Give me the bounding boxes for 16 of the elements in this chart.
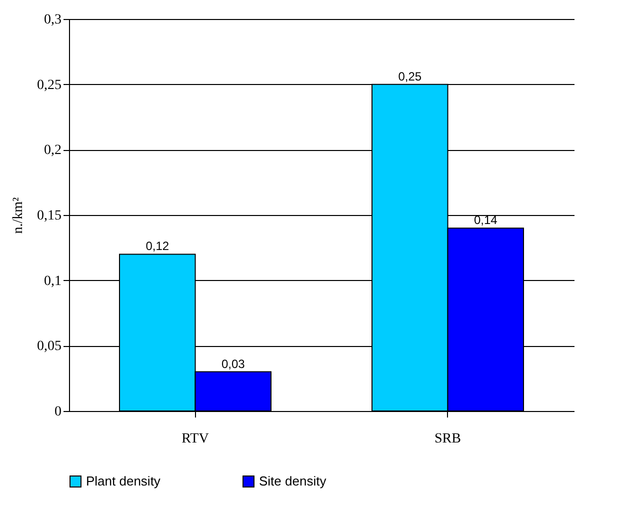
legend-label: Site density — [259, 474, 327, 489]
y-axis-title: n./km² — [11, 197, 26, 234]
y-tick-label: 0,15 — [37, 208, 62, 224]
data-label: 0,12 — [146, 239, 170, 254]
x-tick-label: SRB — [434, 432, 461, 446]
y-tick-label: 0,3 — [44, 12, 62, 28]
data-label: 0,14 — [474, 213, 498, 228]
data-label: 0,25 — [398, 69, 422, 84]
y-tick-label: 0 — [54, 404, 62, 420]
y-tick-label: 0,05 — [37, 339, 62, 354]
y-tick-label: 0,25 — [37, 78, 62, 93]
x-tick-label: RTV — [182, 432, 209, 446]
y-tick-label: 0,1 — [44, 274, 62, 289]
data-label: 0,03 — [221, 356, 246, 371]
y-tick-label: 0,2 — [44, 143, 62, 158]
legend-label: Plant density — [86, 474, 161, 489]
